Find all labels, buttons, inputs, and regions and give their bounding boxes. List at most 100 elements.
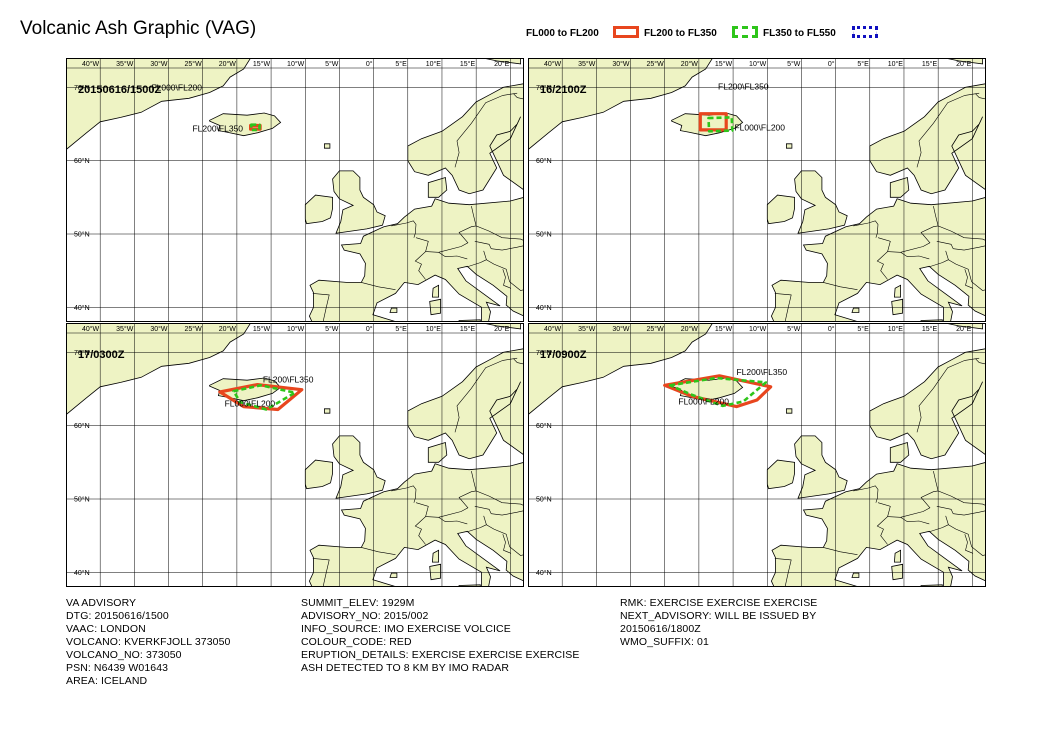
latitude-tick-label: 50°N [536,496,552,504]
land-mallorca [389,307,398,313]
land-great-britain [794,170,848,234]
land-scandinavia [407,348,524,460]
longitude-tick-label: 0° [366,325,373,333]
land-mallorca [851,307,860,313]
country-border-5 [425,516,468,525]
latitude-tick-label: 40°N [536,304,552,312]
land-sardinia [429,563,442,581]
land-corsica [893,549,902,563]
plume-level-label: FL000\FL200 [151,82,202,92]
longitude-tick-label: 40°W [544,60,562,68]
longitude-tick-label: 10°W [287,325,305,333]
land-corsica [431,284,440,298]
panel-1-time: 20150616/1500Z [78,84,162,96]
country-border-9 [948,524,986,556]
longitude-tick-label: 20°E [956,325,972,333]
longitude-tick-label: 5°W [325,60,339,68]
longitude-tick-label: 30°W [150,325,168,333]
longitude-tick-label: 10°E [888,325,904,333]
latitude-tick-label: 70°N [536,84,552,92]
plume-level-label: FL000\FL200 [225,399,276,409]
country-border-3 [312,293,330,322]
map-svg-3: 40°W 35°W 30°W 25°W 20°W 15°W 10°W 5°W 0° 5°E 10°E… [66,323,524,587]
land-iceland [209,112,282,137]
longitude-tick-label: 40°W [82,60,100,68]
longitude-tick-label: 10°W [287,60,305,68]
longitude-tick-label: 25°W [185,325,203,333]
country-border-10 [466,250,487,268]
land-ireland [766,194,796,225]
country-border-1 [876,237,891,280]
country-border-6 [438,490,477,518]
longitude-tick-label: 0° [828,60,835,68]
panel-4-time: 17/0900Z [540,349,587,361]
longitude-tick-label: 30°W [612,60,630,68]
longitude-tick-label: 15°E [460,60,476,68]
ash-plume-fl200-fl350-panel-4 [668,376,768,408]
country-border-11 [502,534,512,554]
land-faroe [785,143,793,149]
land-svalbard-tip [482,58,522,65]
info-va-advisory: VA ADVISORY [66,597,137,609]
country-border-2 [361,547,396,555]
land-sardinia [891,298,904,316]
info-area: AREA: ICELAND [66,675,148,687]
longitude-tick-label: 15°W [253,325,271,333]
ash-plume-fl000-fl200-panel-4 [663,374,773,409]
plume-level-label: FL200\FL350 [736,367,787,377]
latitude-tick-label: 70°N [74,84,90,92]
longitude-tick-label: 10°E [426,60,442,68]
country-border-13 [513,358,524,365]
latitude-tick-label: 70°N [536,349,552,357]
country-border-13 [513,93,524,100]
country-border-11 [964,534,974,554]
longitude-tick-label: 25°W [185,60,203,68]
longitude-tick-label: 35°W [116,325,134,333]
info-next-advisory-time: 20150616/1800Z [620,623,701,635]
info-dtg: DTG: 20150616/1500 [66,610,169,622]
land-faroe [323,143,331,149]
land-scandinavia [407,83,524,195]
country-border-11 [964,269,974,289]
land-corsica [893,284,902,298]
longitude-tick-label: 5°E [857,60,869,68]
map-svg-2: 40°W 35°W 30°W 25°W 20°W 15°W 10°W 5°W 0° 5°E 10°E… [528,58,986,322]
info-ash-detected: ASH DETECTED TO 8 KM BY IMO RADAR [301,662,510,674]
info-psn: PSN: N6439 W01643 [66,662,169,674]
plume-level-label: FL000\FL200 [734,123,785,133]
longitude-tick-label: 20°E [494,60,510,68]
legend-swatch-fl000-fl200 [613,26,639,38]
plume-level-label: FL200\FL350 [718,82,769,92]
info-column-2: SUMMIT_ELEV: 1929M ADVISORY_NO: 2015/002… [301,597,579,675]
legend-swatch-fl200-fl350 [732,26,758,38]
longitude-tick-label: 25°W [647,60,665,68]
map-svg-4: 40°W 35°W 30°W 25°W 20°W 15°W 10°W 5°W 0° 5°E 10°E… [528,323,986,587]
country-border-7 [933,471,986,506]
longitude-tick-label: 15°W [715,325,733,333]
country-border-6 [438,225,477,253]
country-border-13 [975,93,986,100]
longitude-tick-label: 15°W [253,60,271,68]
info-eruption-details: ERUPTION_DETAILS: EXERCISE EXERCISE EXER… [301,649,580,661]
info-column-1: VA ADVISORY DTG: 20150616/1500 VAAC: LON… [66,597,230,688]
land-ireland [304,194,334,225]
country-border-10 [928,250,949,268]
country-border-3 [774,293,792,322]
country-border-5 [425,251,468,260]
longitude-tick-label: 30°W [612,325,630,333]
map-panel-3: 40°W 35°W 30°W 25°W 20°W 15°W 10°W 5°W 0° 5°E 10°E… [66,323,524,587]
plume-level-label: FL200\FL350 [192,123,243,133]
plume-level-label: FL200\FL350 [263,374,314,384]
latitude-tick-label: 60°N [536,422,552,430]
longitude-tick-label: 35°W [578,325,596,333]
land-great-britain [794,435,848,499]
longitude-tick-label: 35°W [116,60,134,68]
country-border-3 [312,558,330,587]
longitude-tick-label: 5°E [857,325,869,333]
country-border-9 [486,524,524,556]
country-border-7 [933,206,986,241]
land-great-britain [332,170,386,234]
land-mallorca [851,572,860,578]
longitude-tick-label: 10°W [749,60,767,68]
longitude-tick-label: 25°W [647,325,665,333]
